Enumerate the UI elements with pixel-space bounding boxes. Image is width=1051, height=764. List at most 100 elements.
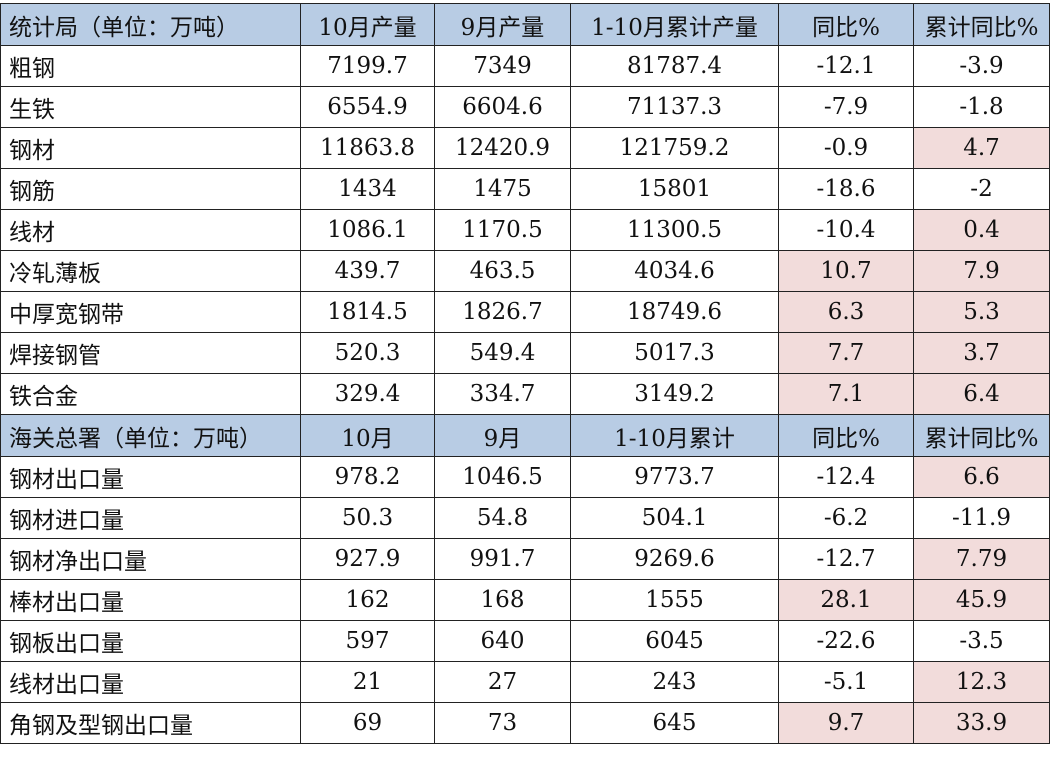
table-row: 钢材 11863.8 12420.9 121759.2 -0.9 4.7 <box>0 127 1050 169</box>
header-cell-sep: 9月产量 <box>434 3 571 46</box>
cell-oct: 50.3 <box>300 497 435 539</box>
cell-item: 钢筋 <box>0 168 301 210</box>
cell-oct: 439.7 <box>300 250 435 292</box>
cell-sep: 73 <box>434 702 571 744</box>
cell-yoy: -6.2 <box>778 497 914 539</box>
cell-item: 中厚宽钢带 <box>0 291 301 333</box>
cell-sep: 334.7 <box>434 373 571 415</box>
cell-sep: 549.4 <box>434 332 571 374</box>
cell-cumulative-yoy: 6.6 <box>913 456 1050 498</box>
cell-oct: 21 <box>300 661 435 703</box>
cell-cumulative: 6045 <box>570 620 779 662</box>
header-cell-sep: 9月 <box>434 414 571 457</box>
header-cell-item: 海关总署（单位：万吨） <box>0 414 301 457</box>
table-row: 中厚宽钢带 1814.5 1826.7 18749.6 6.3 5.3 <box>0 291 1050 333</box>
cell-oct: 1814.5 <box>300 291 435 333</box>
cell-sep: 1826.7 <box>434 291 571 333</box>
cell-item: 钢材进口量 <box>0 497 301 539</box>
cell-item: 生铁 <box>0 86 301 128</box>
cell-cumulative-yoy: -11.9 <box>913 497 1050 539</box>
table-row: 角钢及型钢出口量 69 73 645 9.7 33.9 <box>0 702 1050 744</box>
header-cell-yoy: 同比% <box>778 414 914 457</box>
cell-cumulative: 11300.5 <box>570 209 779 251</box>
cell-sep: 27 <box>434 661 571 703</box>
cell-yoy: 9.7 <box>778 702 914 744</box>
cell-oct: 162 <box>300 579 435 621</box>
cell-cumulative: 3149.2 <box>570 373 779 415</box>
cell-yoy: -12.4 <box>778 456 914 498</box>
cell-yoy: -5.1 <box>778 661 914 703</box>
cell-sep: 463.5 <box>434 250 571 292</box>
table-row: 线材 1086.1 1170.5 11300.5 -10.4 0.4 <box>0 209 1050 251</box>
cell-cumulative: 71137.3 <box>570 86 779 128</box>
cell-cumulative: 18749.6 <box>570 291 779 333</box>
cell-oct: 7199.7 <box>300 45 435 87</box>
cell-yoy: -12.1 <box>778 45 914 87</box>
cell-oct: 520.3 <box>300 332 435 374</box>
cell-cumulative: 645 <box>570 702 779 744</box>
header-cell-cumulative-yoy: 累计同比% <box>913 3 1050 46</box>
cell-cumulative: 121759.2 <box>570 127 779 169</box>
cell-sep: 640 <box>434 620 571 662</box>
cell-item: 棒材出口量 <box>0 579 301 621</box>
cell-yoy: 10.7 <box>778 250 914 292</box>
cell-oct: 978.2 <box>300 456 435 498</box>
cell-oct: 11863.8 <box>300 127 435 169</box>
cell-oct: 597 <box>300 620 435 662</box>
cell-yoy: 6.3 <box>778 291 914 333</box>
header-cell-cumulative: 1-10月累计产量 <box>570 3 779 46</box>
cell-yoy: 28.1 <box>778 579 914 621</box>
cell-cumulative-yoy: -2 <box>913 168 1050 210</box>
cell-cumulative: 9269.6 <box>570 538 779 580</box>
cell-cumulative-yoy: 0.4 <box>913 209 1050 251</box>
cell-yoy: -22.6 <box>778 620 914 662</box>
cell-cumulative-yoy: 3.7 <box>913 332 1050 374</box>
cell-cumulative-yoy: 7.9 <box>913 250 1050 292</box>
table-row: 钢板出口量 597 640 6045 -22.6 -3.5 <box>0 620 1050 662</box>
cell-sep: 54.8 <box>434 497 571 539</box>
cell-item: 铁合金 <box>0 373 301 415</box>
cell-yoy: -18.6 <box>778 168 914 210</box>
cell-item: 钢板出口量 <box>0 620 301 662</box>
section-header-row: 统计局（单位：万吨） 10月产量 9月产量 1-10月累计产量 同比% 累计同比% <box>0 3 1050 46</box>
section-header-row: 海关总署（单位：万吨） 10月 9月 1-10月累计 同比% 累计同比% <box>0 414 1050 457</box>
cell-oct: 927.9 <box>300 538 435 580</box>
cell-item: 粗钢 <box>0 45 301 87</box>
cell-cumulative: 81787.4 <box>570 45 779 87</box>
cell-oct: 1434 <box>300 168 435 210</box>
cell-item: 角钢及型钢出口量 <box>0 702 301 744</box>
cell-cumulative: 504.1 <box>570 497 779 539</box>
cell-item: 焊接钢管 <box>0 332 301 374</box>
table-row: 焊接钢管 520.3 549.4 5017.3 7.7 3.7 <box>0 332 1050 374</box>
cell-yoy: -7.9 <box>778 86 914 128</box>
cell-yoy: -10.4 <box>778 209 914 251</box>
cell-cumulative: 5017.3 <box>570 332 779 374</box>
cell-cumulative-yoy: 6.4 <box>913 373 1050 415</box>
cell-cumulative: 243 <box>570 661 779 703</box>
cell-yoy: 7.1 <box>778 373 914 415</box>
cell-item: 冷轧薄板 <box>0 250 301 292</box>
cell-oct: 69 <box>300 702 435 744</box>
cell-item: 钢材出口量 <box>0 456 301 498</box>
table-row: 钢材进口量 50.3 54.8 504.1 -6.2 -11.9 <box>0 497 1050 539</box>
cell-sep: 12420.9 <box>434 127 571 169</box>
cell-cumulative: 9773.7 <box>570 456 779 498</box>
table-row: 线材出口量 21 27 243 -5.1 12.3 <box>0 661 1050 703</box>
cell-sep: 1475 <box>434 168 571 210</box>
cell-sep: 1046.5 <box>434 456 571 498</box>
cell-item: 钢材净出口量 <box>0 538 301 580</box>
cell-oct: 6554.9 <box>300 86 435 128</box>
cell-cumulative-yoy: 12.3 <box>913 661 1050 703</box>
cell-cumulative: 15801 <box>570 168 779 210</box>
steel-data-table: 统计局（单位：万吨） 10月产量 9月产量 1-10月累计产量 同比% 累计同比% 粗钢 71… <box>0 3 1050 744</box>
cell-cumulative-yoy: -1.8 <box>913 86 1050 128</box>
table-row: 冷轧薄板 439.7 463.5 4034.6 10.7 7.9 <box>0 250 1050 292</box>
cell-cumulative-yoy: 7.79 <box>913 538 1050 580</box>
cell-item: 线材 <box>0 209 301 251</box>
table-row: 钢材净出口量 927.9 991.7 9269.6 -12.7 7.79 <box>0 538 1050 580</box>
cell-yoy: -0.9 <box>778 127 914 169</box>
table-row: 生铁 6554.9 6604.6 71137.3 -7.9 -1.8 <box>0 86 1050 128</box>
cell-cumulative: 1555 <box>570 579 779 621</box>
cell-yoy: -12.7 <box>778 538 914 580</box>
table-row: 粗钢 7199.7 7349 81787.4 -12.1 -3.9 <box>0 45 1050 87</box>
